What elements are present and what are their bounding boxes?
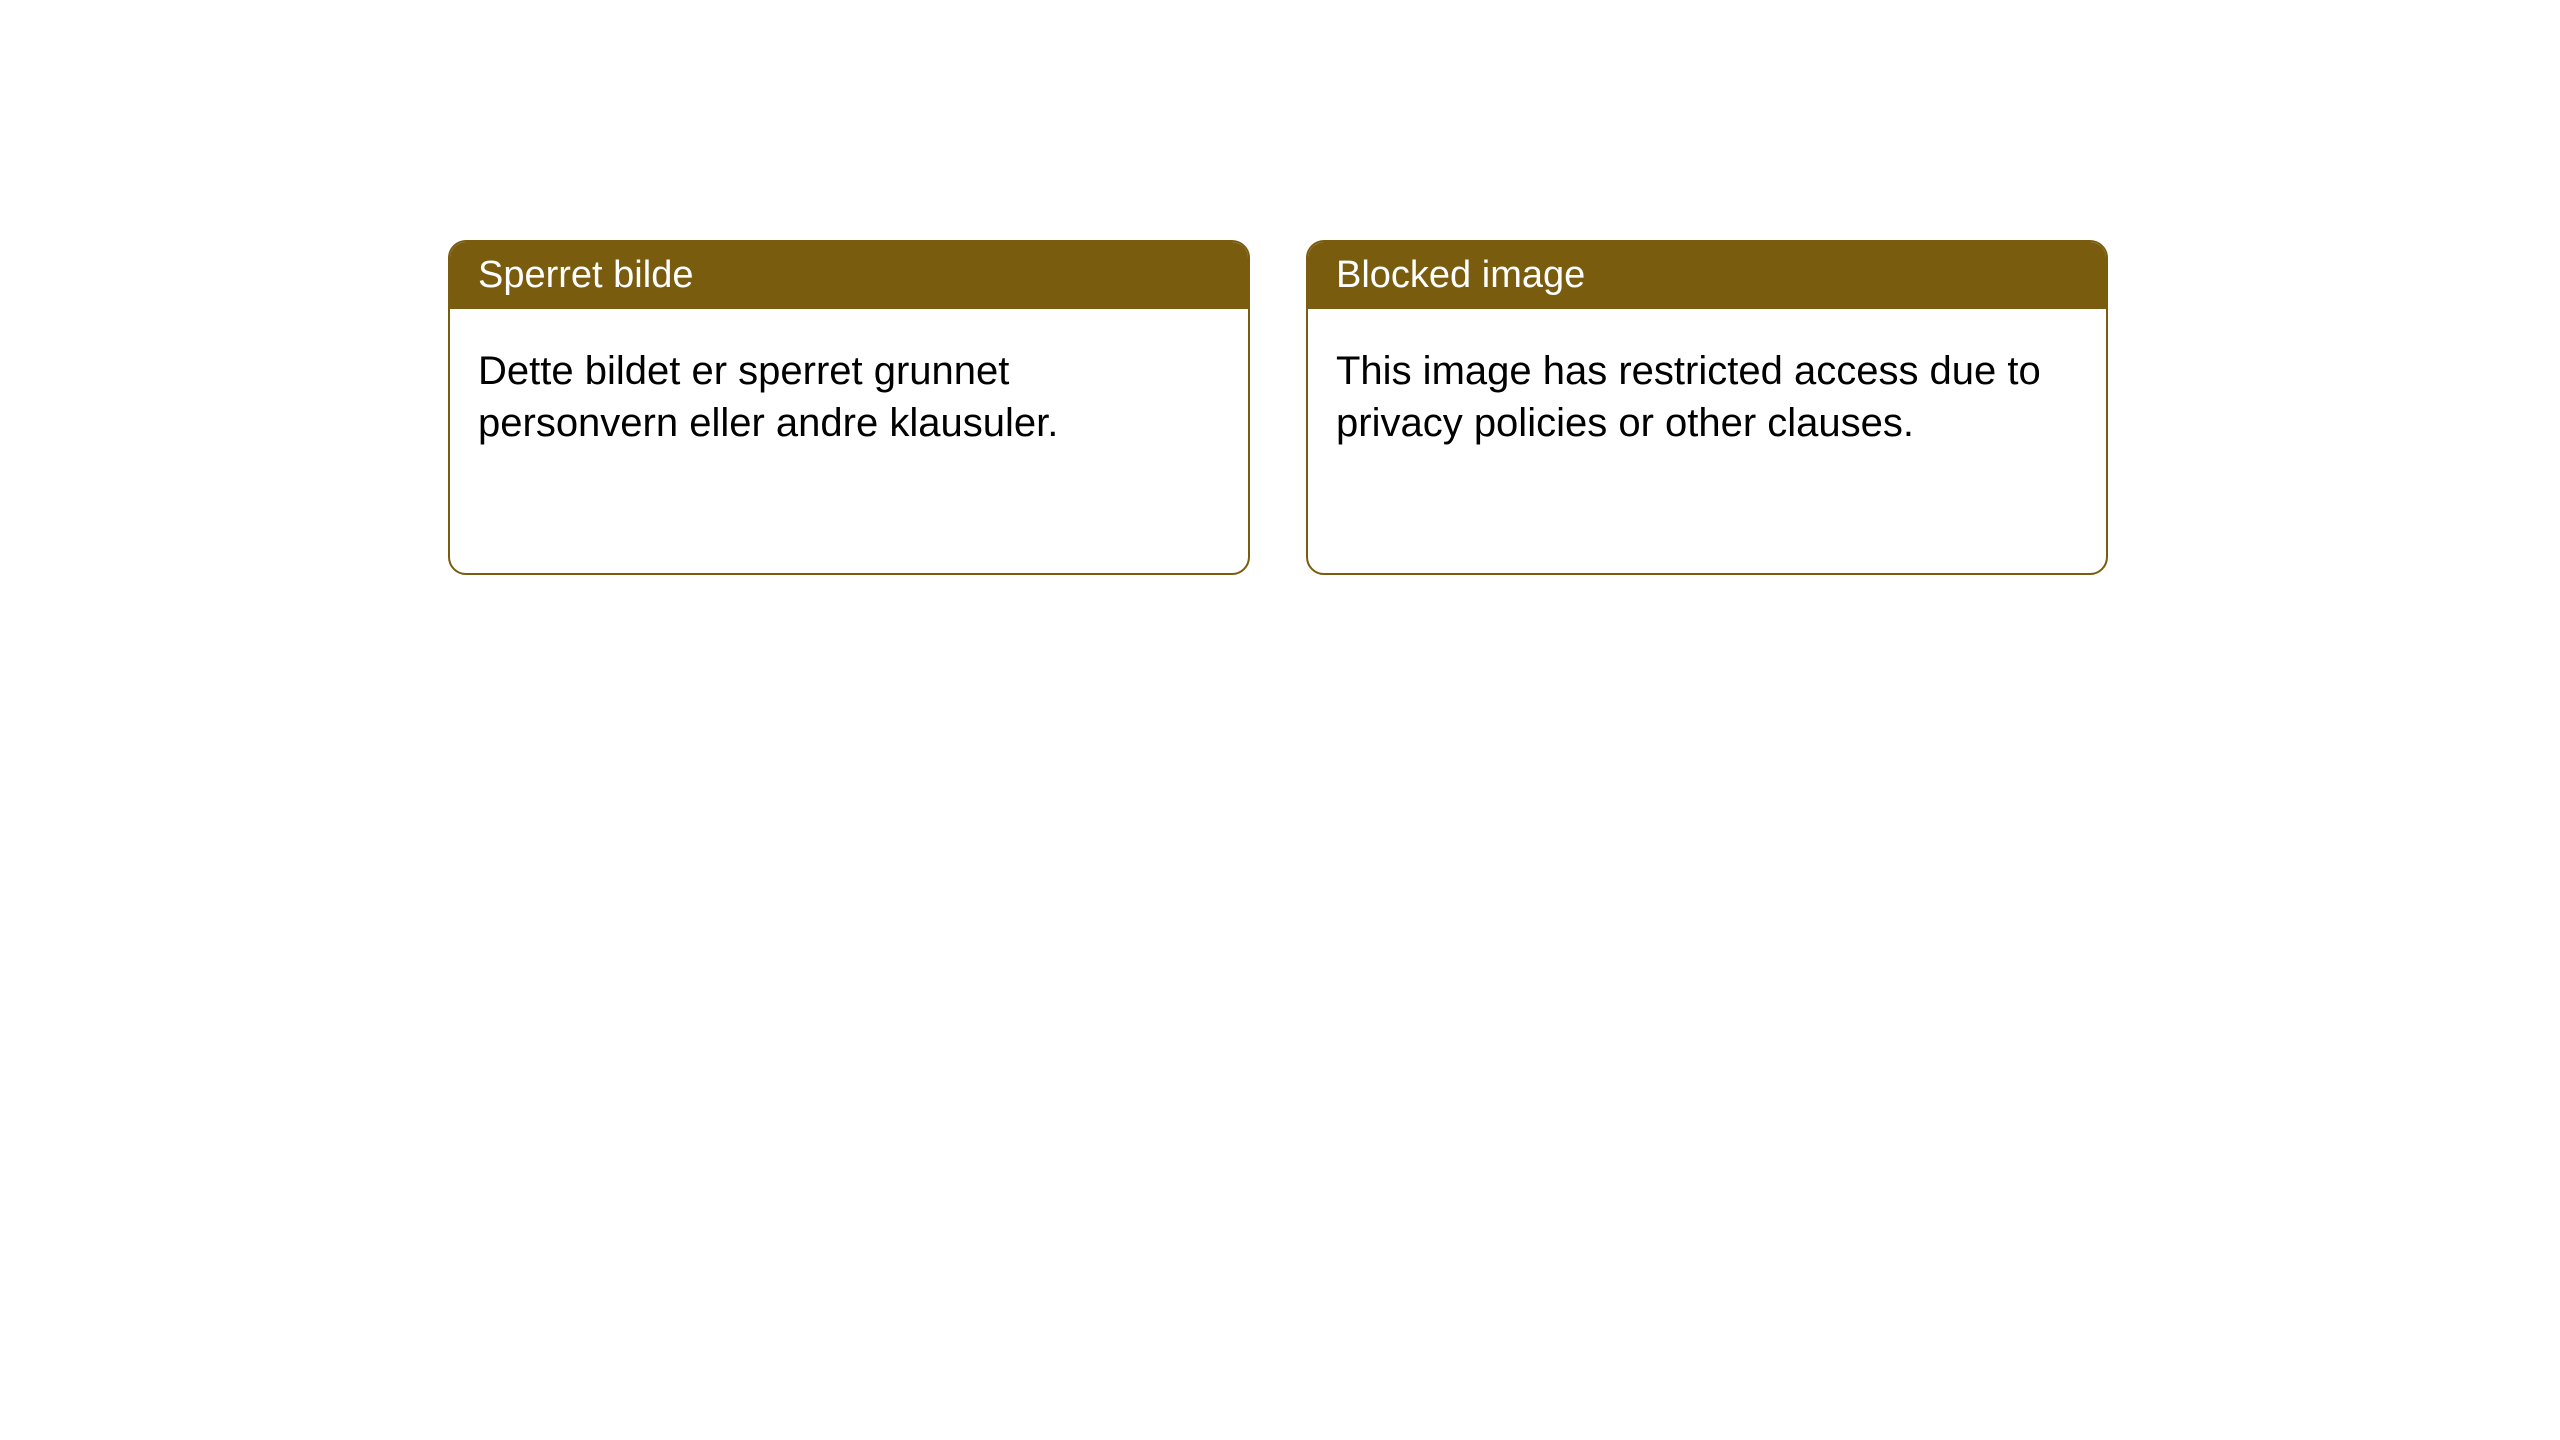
notice-body: Dette bildet er sperret grunnet personve… [450, 309, 1248, 485]
notice-body-text: This image has restricted access due to … [1336, 349, 2041, 445]
notice-header: Blocked image [1308, 242, 2106, 309]
notice-header: Sperret bilde [450, 242, 1248, 309]
notice-title: Blocked image [1336, 254, 1585, 296]
notice-card-english: Blocked image This image has restricted … [1306, 240, 2108, 575]
notice-body-text: Dette bildet er sperret grunnet personve… [478, 349, 1058, 445]
notice-body: This image has restricted access due to … [1308, 309, 2106, 485]
notice-card-norwegian: Sperret bilde Dette bildet er sperret gr… [448, 240, 1250, 575]
notice-container: Sperret bilde Dette bildet er sperret gr… [0, 0, 2560, 575]
notice-title: Sperret bilde [478, 254, 693, 296]
